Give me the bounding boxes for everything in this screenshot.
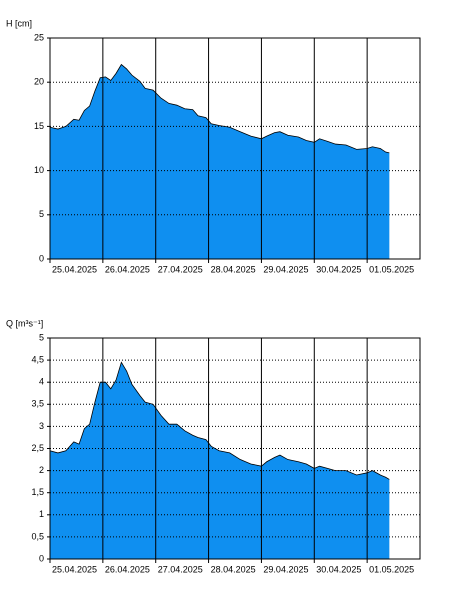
x-tick-label: 29.04.2025 bbox=[263, 264, 308, 274]
x-tick-label: 26.04.2025 bbox=[105, 564, 150, 574]
x-tick-label: 26.04.2025 bbox=[105, 264, 150, 274]
x-tick-label: 29.04.2025 bbox=[263, 564, 308, 574]
y-tick-label: 5 bbox=[39, 209, 44, 219]
x-tick-label: 30.04.2025 bbox=[316, 564, 361, 574]
y-axis-label: Q [m³s⁻¹] bbox=[6, 318, 43, 328]
x-tick-label: 25.04.2025 bbox=[52, 564, 97, 574]
area-outline bbox=[49, 63, 390, 154]
x-tick-label: 28.04.2025 bbox=[211, 564, 256, 574]
y-tick-label: 2,5 bbox=[31, 443, 44, 453]
y-tick-label: 4,5 bbox=[31, 354, 44, 364]
y-tick-label: 1,5 bbox=[31, 487, 44, 497]
y-tick-label: 20 bbox=[34, 77, 44, 87]
y-tick-label: 0 bbox=[39, 553, 44, 563]
x-tick-label: 27.04.2025 bbox=[158, 564, 203, 574]
y-axis-label: H [cm] bbox=[6, 18, 32, 28]
y-tick-label: 3,5 bbox=[31, 399, 44, 409]
x-tick-label: 30.04.2025 bbox=[316, 264, 361, 274]
y-tick-label: 10 bbox=[34, 165, 44, 175]
x-tick-label: 27.04.2025 bbox=[158, 264, 203, 274]
area bbox=[50, 64, 390, 260]
y-tick-label: 1 bbox=[39, 509, 44, 519]
x-tick-label: 25.04.2025 bbox=[52, 264, 97, 274]
plot-frame bbox=[49, 37, 421, 260]
area-outline bbox=[49, 361, 390, 480]
x-tick-label: 01.05.2025 bbox=[369, 264, 414, 274]
y-tick-label: 0,5 bbox=[31, 531, 44, 541]
y-tick-label: 5 bbox=[39, 332, 44, 342]
y-tick-label: 15 bbox=[34, 121, 44, 131]
y-tick-label: 4 bbox=[39, 377, 44, 387]
area bbox=[50, 362, 390, 559]
y-tick-label: 25 bbox=[34, 32, 44, 42]
y-tick-label: 2 bbox=[39, 465, 44, 475]
y-tick-label: 0 bbox=[39, 253, 44, 263]
x-tick-label: 28.04.2025 bbox=[211, 264, 256, 274]
x-tick-label: 01.05.2025 bbox=[369, 564, 414, 574]
plot-frame bbox=[49, 337, 421, 560]
y-tick-label: 3 bbox=[39, 421, 44, 431]
